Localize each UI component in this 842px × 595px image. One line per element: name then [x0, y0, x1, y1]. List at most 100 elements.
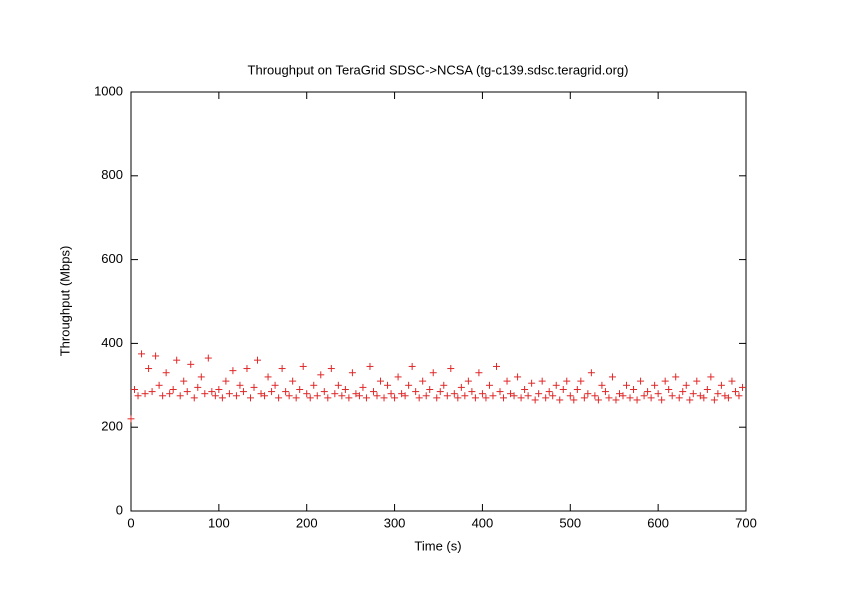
- point: [623, 381, 631, 389]
- point: [362, 394, 370, 402]
- point: [289, 377, 297, 385]
- point: [169, 385, 177, 393]
- point: [724, 394, 732, 402]
- point: [355, 392, 363, 400]
- point: [608, 373, 616, 381]
- point: [373, 392, 381, 400]
- point: [693, 377, 701, 385]
- point: [728, 377, 736, 385]
- point: [127, 415, 135, 423]
- y-tick-label: 400: [101, 335, 123, 350]
- point: [387, 390, 395, 398]
- point: [250, 383, 258, 391]
- point: [675, 394, 683, 402]
- point: [429, 369, 437, 377]
- point: [738, 383, 746, 391]
- point: [380, 394, 388, 402]
- point: [521, 385, 529, 393]
- point: [352, 390, 360, 398]
- point: [173, 356, 181, 364]
- point: [714, 390, 722, 398]
- point: [454, 394, 462, 402]
- point: [320, 388, 328, 396]
- point: [394, 373, 402, 381]
- x-tick-label: 700: [735, 515, 757, 530]
- point: [366, 362, 374, 370]
- point: [496, 388, 504, 396]
- point: [155, 381, 163, 389]
- point: [225, 390, 233, 398]
- point: [331, 390, 339, 398]
- point: [264, 373, 272, 381]
- point: [647, 394, 655, 402]
- point: [232, 392, 240, 400]
- point: [327, 365, 335, 373]
- x-tick-label: 500: [559, 515, 581, 530]
- point: [535, 390, 543, 398]
- point: [668, 392, 676, 400]
- point: [401, 392, 409, 400]
- point: [246, 394, 254, 402]
- point: [619, 392, 627, 400]
- point: [348, 369, 356, 377]
- x-tick-label: 400: [472, 515, 494, 530]
- point: [138, 350, 146, 358]
- point: [180, 377, 188, 385]
- point: [152, 352, 160, 360]
- point: [148, 388, 156, 396]
- point: [183, 388, 191, 396]
- point: [510, 392, 518, 400]
- point: [637, 377, 645, 385]
- point: [141, 390, 149, 398]
- point: [542, 394, 550, 402]
- point: [457, 383, 465, 391]
- point: [514, 373, 522, 381]
- point: [408, 362, 416, 370]
- point: [556, 396, 564, 404]
- point: [303, 390, 311, 398]
- point: [549, 392, 557, 400]
- point: [176, 392, 184, 400]
- point: [292, 394, 300, 402]
- point: [563, 377, 571, 385]
- points: [127, 350, 746, 423]
- point: [601, 388, 609, 396]
- point: [559, 385, 567, 393]
- point: [229, 367, 237, 375]
- point: [194, 383, 202, 391]
- point: [633, 396, 641, 404]
- point: [545, 388, 553, 396]
- point: [517, 394, 525, 402]
- point: [482, 394, 490, 402]
- point: [485, 381, 493, 389]
- point: [131, 385, 139, 393]
- point: [285, 392, 293, 400]
- point: [433, 394, 441, 402]
- point: [440, 381, 448, 389]
- point: [426, 385, 434, 393]
- point: [369, 388, 377, 396]
- point: [341, 385, 349, 393]
- y-tick-label: 200: [101, 419, 123, 434]
- point: [166, 390, 174, 398]
- point: [145, 365, 153, 373]
- point: [268, 388, 276, 396]
- point: [278, 365, 286, 373]
- x-tick-label: 0: [127, 515, 134, 530]
- point: [201, 390, 209, 398]
- point: [524, 392, 532, 400]
- point: [594, 396, 602, 404]
- point: [489, 392, 497, 400]
- point: [215, 385, 223, 393]
- point: [538, 377, 546, 385]
- y-tick-label: 1000: [94, 83, 123, 98]
- point: [507, 390, 515, 398]
- point: [679, 388, 687, 396]
- point: [672, 373, 680, 381]
- point: [208, 388, 216, 396]
- point: [644, 388, 652, 396]
- point: [313, 392, 321, 400]
- point: [236, 381, 244, 389]
- x-tick-label: 600: [647, 515, 669, 530]
